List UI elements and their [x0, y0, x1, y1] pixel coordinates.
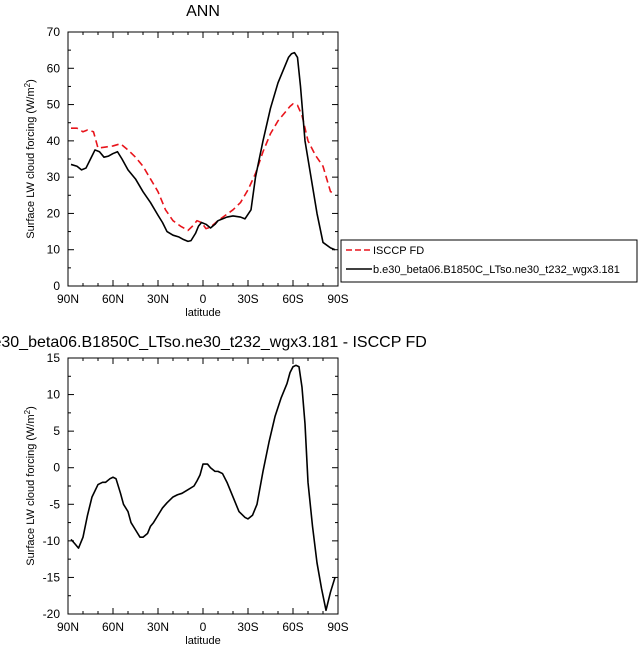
- top-y-tick-label: 0: [53, 279, 60, 293]
- top-x-tick-label: 90S: [327, 292, 348, 306]
- top-y-axis-label-sup: 2: [23, 82, 32, 87]
- top-x-tick-label: 60N: [102, 292, 124, 306]
- top-x-tick-label: 0: [200, 292, 207, 306]
- legend-entry-isccp: ISCCP FD: [373, 245, 424, 257]
- bottom-x-tick-label: 90S: [327, 620, 348, 634]
- top-y-tick-label: 10: [47, 243, 61, 257]
- bottom-x-tick-label: 0: [200, 620, 207, 634]
- bottom-x-tick-label: 30S: [237, 620, 258, 634]
- top-x-tick-label: 30N: [147, 292, 169, 306]
- top-y-tick-label: 30: [47, 170, 61, 184]
- bottom-y-tick-label: 5: [53, 424, 60, 438]
- top-y-axis-label-main: Surface LW cloud forcing (W/m: [25, 87, 37, 238]
- bottom-x-tick-label: 90N: [57, 620, 79, 634]
- top-series-line-1: [70, 51, 336, 251]
- top-chart-title: ANN: [186, 3, 220, 20]
- bottom-x-tick-label: 60N: [102, 620, 124, 634]
- bottom-x-tick-label: 60S: [282, 620, 303, 634]
- bottom-y-axis-label-sup: 2: [23, 409, 32, 414]
- top-y-tick-label: 40: [47, 134, 61, 148]
- top-y-tick-label: 70: [47, 25, 61, 39]
- bottom-y-tick-label: 10: [47, 388, 61, 402]
- top-chart-legend: ISCCP FD b.e30_beta06.B1850C_LTso.ne30_t…: [340, 239, 638, 283]
- bottom-y-tick-label: -5: [49, 497, 60, 511]
- top-y-tick-label: 20: [47, 206, 61, 220]
- bottom-y-axis-label-close: ): [25, 406, 37, 410]
- bottom-chart-title: b.e30_beta06.B1850C_LTso.ne30_t232_wgx3.…: [0, 334, 427, 351]
- bottom-y-axis-label: Surface LW cloud forcing (W/m2): [23, 406, 37, 566]
- top-chart-panel: ANN ISCCP FD b.e30_beta06.B1850C_LTso.ne…: [23, 3, 638, 319]
- bottom-plot-frame: [67, 357, 339, 615]
- legend-entry-model: b.e30_beta06.B1850C_LTso.ne30_t232_wgx3.…: [373, 264, 620, 276]
- top-x-tick-label: 60S: [282, 292, 303, 306]
- top-x-axis-label: latitude: [185, 307, 220, 319]
- bottom-y-tick-label: 15: [47, 351, 61, 365]
- top-series-line-0: [71, 103, 336, 232]
- bottom-y-tick-label: -15: [43, 570, 61, 584]
- legend-box: [340, 239, 638, 283]
- bottom-y-axis-label-main: Surface LW cloud forcing (W/m: [25, 414, 37, 565]
- top-x-tick-label: 30S: [237, 292, 258, 306]
- bottom-y-tick-label: 0: [53, 461, 60, 475]
- bottom-x-tick-label: 30N: [147, 620, 169, 634]
- bottom-series-line-0: [70, 364, 336, 612]
- bottom-x-axis-label: latitude: [185, 635, 220, 647]
- top-y-tick-label: 50: [47, 98, 61, 112]
- top-y-axis-label: Surface LW cloud forcing (W/m2): [23, 79, 37, 239]
- top-plot-frame: [67, 31, 339, 287]
- top-y-tick-label: 60: [47, 61, 61, 75]
- bottom-y-tick-label: -20: [43, 607, 61, 621]
- top-x-tick-label: 90N: [57, 292, 79, 306]
- bottom-y-tick-label: -10: [43, 534, 61, 548]
- bottom-chart-panel: b.e30_beta06.B1850C_LTso.ne30_t232_wgx3.…: [0, 334, 427, 647]
- top-y-axis-label-close: ): [25, 79, 37, 83]
